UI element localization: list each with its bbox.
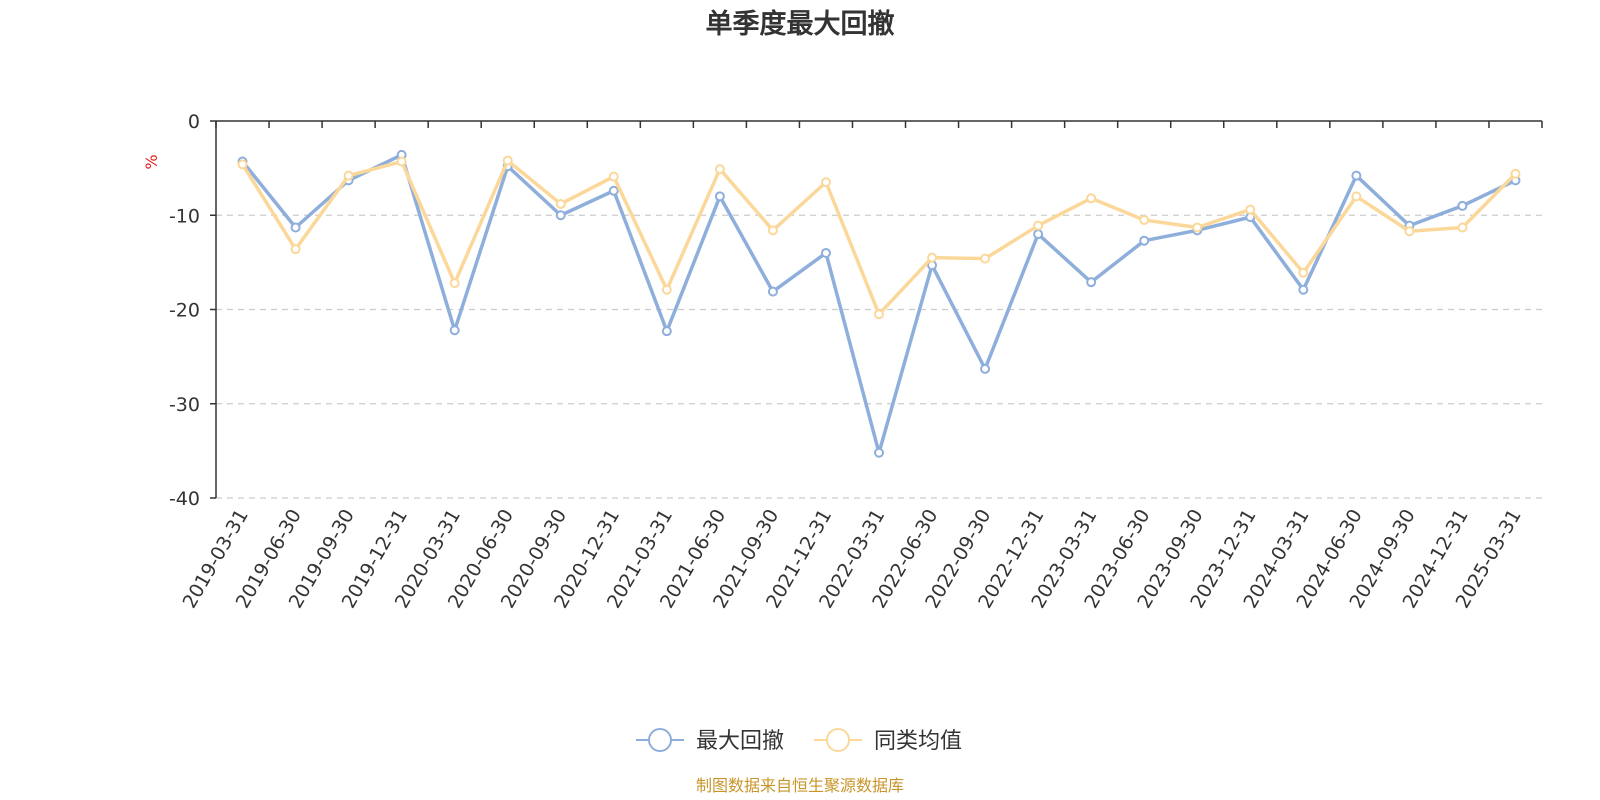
data-point-series-2	[502, 155, 513, 166]
data-point-series-2	[820, 177, 831, 188]
data-point-series-1	[1086, 277, 1097, 288]
series-line-2	[241, 158, 1517, 316]
y-tick-label: -30	[169, 394, 200, 416]
data-point-series-1	[290, 222, 301, 233]
data-point-series-1	[1457, 200, 1468, 211]
data-point-series-2	[1139, 214, 1150, 225]
data-point-series-2	[980, 253, 991, 264]
data-point-series-2	[767, 225, 778, 236]
data-point-series-2	[290, 244, 301, 255]
data-point-series-2	[874, 309, 884, 320]
data-point-series-1	[1033, 229, 1044, 240]
y-axis-unit-label: %	[142, 154, 161, 169]
legend-marker-series-1	[648, 728, 672, 752]
legend-label-series-1: 最大回撤	[696, 729, 784, 754]
data-point-series-2	[343, 170, 354, 181]
data-point-series-1	[767, 286, 778, 297]
data-point-series-1	[555, 210, 566, 221]
data-point-series-2	[608, 171, 619, 182]
y-tick-label: 0	[188, 111, 200, 133]
data-point-series-2	[661, 284, 672, 295]
y-tick-label: -40	[169, 488, 200, 510]
data-point-series-1	[608, 185, 619, 196]
data-point-series-1	[980, 363, 991, 374]
legend-marker-series-2	[826, 728, 850, 752]
data-point-series-1	[449, 325, 460, 336]
y-tick-label: -20	[169, 300, 200, 322]
data-point-series-1	[714, 191, 725, 202]
data-point-series-2	[1033, 220, 1044, 231]
data-point-series-2	[927, 252, 938, 263]
series-lines	[237, 149, 1521, 458]
data-point-series-2	[714, 164, 725, 175]
data-point-series-2	[449, 278, 460, 289]
data-point-series-1	[1351, 170, 1362, 181]
series-line-1	[241, 153, 1517, 455]
data-point-series-1	[820, 247, 831, 258]
data-point-series-2	[1245, 204, 1256, 215]
data-point-series-2	[1510, 168, 1521, 179]
data-point-series-2	[1298, 267, 1309, 278]
data-point-series-2	[1192, 222, 1203, 233]
data-point-series-2	[237, 159, 248, 170]
data-point-series-1	[1298, 284, 1309, 295]
data-point-series-2	[396, 156, 407, 167]
data-point-series-1	[1139, 235, 1150, 246]
data-point-series-2	[1351, 191, 1362, 202]
data-point-series-1	[661, 326, 672, 337]
data-point-series-2	[1086, 193, 1097, 204]
legend-label-series-2: 同类均值	[874, 729, 962, 754]
data-point-series-2	[555, 198, 566, 209]
chart-title: 单季度最大回撤	[706, 8, 895, 40]
y-tick-label: -10	[169, 205, 200, 227]
data-point-series-2	[1457, 222, 1468, 233]
legend[interactable]: 最大回撤 同类均值	[636, 728, 962, 754]
data-point-series-2	[1404, 226, 1415, 237]
data-point-series-1	[874, 447, 884, 458]
data-source-note: 制图数据来自恒生聚源数据库	[696, 776, 904, 795]
gridlines	[216, 214, 1542, 499]
